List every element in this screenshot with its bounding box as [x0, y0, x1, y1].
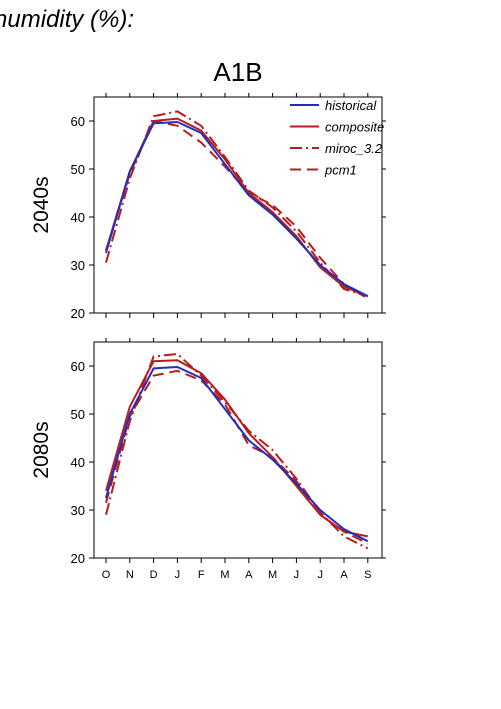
row-label: 2040s: [30, 176, 53, 233]
y-tick-label: 20: [71, 306, 85, 321]
y-tick-label: 60: [71, 359, 85, 374]
x-tick-label: F: [198, 569, 205, 581]
x-tick-label: N: [126, 569, 134, 581]
x-tick-label: M: [220, 569, 229, 581]
chart-panels: 20 30 40 50 60 2040s 20 30 40 50 60 O N D J F M A M J J A S 208…: [30, 93, 386, 581]
x-tick-label: O: [102, 569, 111, 581]
y-tick-label: 30: [71, 258, 85, 273]
series-line-miroc-3-2: [105, 353, 369, 550]
x-tick-label: A: [340, 569, 348, 581]
legend-entry: historical: [290, 98, 377, 113]
y-tick-label: 40: [71, 455, 85, 470]
legend-label: pcm1: [324, 163, 357, 178]
plot-frame: [93, 341, 383, 559]
series-line-composite: [105, 359, 368, 538]
x-tick-label: M: [268, 569, 277, 581]
legend-label: composite: [325, 120, 384, 135]
legend-label: historical: [325, 98, 377, 113]
x-tick-label: A: [245, 569, 253, 581]
x-tick-label: S: [364, 569, 371, 581]
y-tick-label: 20: [71, 551, 85, 566]
legend-entry: pcm1: [290, 163, 357, 178]
row-label: 2080s: [30, 421, 53, 478]
y-tick-label: 60: [71, 114, 85, 129]
x-tick-label: J: [175, 569, 181, 581]
y-tick-label: 40: [71, 210, 85, 225]
x-tick-label: J: [317, 569, 323, 581]
plot-frame: [93, 96, 383, 314]
series-line-miroc-3-2: [105, 110, 369, 298]
legend-entry: miroc_3.2: [290, 141, 383, 156]
x-tick-label: J: [294, 569, 300, 581]
panel-2080s: 20 30 40 50 60 O N D J F M A M J J A S 2080s: [30, 338, 386, 581]
legend-label: miroc_3.2: [325, 141, 383, 156]
y-tick-label: 30: [71, 503, 85, 518]
y-tick-label: 50: [71, 407, 85, 422]
panel-2040s: 20 30 40 50 60 2040s: [30, 93, 386, 321]
x-tick-label: D: [150, 569, 158, 581]
y-tick-label: 50: [71, 162, 85, 177]
figure-heading: humidity (%):: [0, 6, 134, 33]
legend-entry: composite: [290, 120, 384, 135]
series-line-historical: [105, 121, 369, 298]
chart-legend: historical composite miroc_3.2 pcm1: [290, 98, 384, 178]
series-line-historical: [105, 366, 369, 543]
scenario-title: A1B: [213, 57, 262, 87]
